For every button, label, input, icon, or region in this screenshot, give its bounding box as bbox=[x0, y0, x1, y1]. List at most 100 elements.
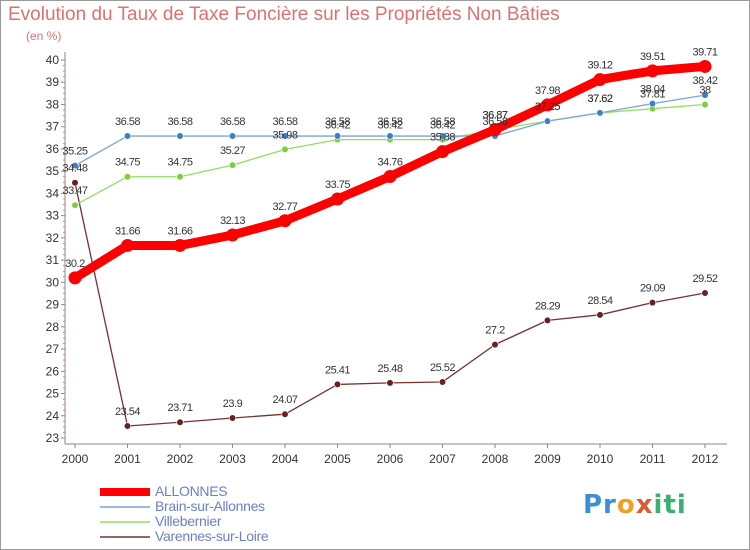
data-point-0 bbox=[121, 238, 134, 252]
data-label-1: 36.58 bbox=[272, 116, 297, 128]
data-label-0: 32.13 bbox=[220, 215, 245, 227]
data-point-3 bbox=[438, 378, 447, 386]
x-tick-label: 2002 bbox=[167, 452, 194, 466]
data-label-3: 28.29 bbox=[535, 300, 560, 312]
data-point-0 bbox=[278, 214, 292, 228]
data-label-3: 34.48 bbox=[62, 163, 87, 175]
data-point-3 bbox=[543, 316, 552, 324]
data-point-2 bbox=[123, 173, 132, 181]
legend-label-varennes: Varennes-sur-Loire bbox=[155, 528, 269, 544]
data-point-1 bbox=[228, 132, 237, 140]
data-label-0: 35.88 bbox=[430, 132, 455, 144]
legend-item-villebernier: Villebernier bbox=[100, 513, 360, 529]
data-point-0 bbox=[488, 123, 502, 137]
data-point-0 bbox=[173, 238, 187, 252]
data-label-3: 27.2 bbox=[485, 325, 505, 337]
proxiti-logo: Proxiti bbox=[583, 490, 687, 520]
data-label-2: 36.42 bbox=[430, 120, 455, 132]
x-tick-label: 2012 bbox=[692, 452, 719, 466]
y-tick-label: 31 bbox=[46, 253, 60, 267]
data-point-1 bbox=[71, 162, 79, 170]
data-label-1: 38.42 bbox=[692, 75, 717, 87]
legend-swatch-allonnes bbox=[100, 488, 150, 496]
y-tick-label: 34 bbox=[46, 186, 60, 200]
data-label-0: 34.76 bbox=[377, 157, 402, 169]
data-point-2 bbox=[228, 161, 237, 169]
data-point-1 bbox=[123, 132, 132, 140]
logo-part-2: o bbox=[616, 490, 636, 520]
data-point-2 bbox=[176, 173, 184, 181]
data-point-1 bbox=[648, 99, 657, 108]
x-tick-label: 2006 bbox=[377, 452, 404, 466]
y-tick-label: 29 bbox=[46, 298, 60, 312]
data-label-1: 36.58 bbox=[220, 116, 245, 128]
data-label-3: 28.54 bbox=[587, 295, 612, 307]
data-point-0 bbox=[383, 170, 397, 184]
data-point-0 bbox=[436, 145, 449, 159]
data-point-3 bbox=[491, 341, 499, 349]
data-point-1 bbox=[281, 132, 289, 140]
data-point-3 bbox=[123, 422, 132, 430]
x-tick-label: 2003 bbox=[219, 452, 246, 466]
y-tick-label: 33 bbox=[46, 209, 60, 223]
data-label-0: 32.77 bbox=[272, 201, 297, 213]
data-label-3: 24.07 bbox=[272, 394, 297, 406]
data-label-1: 36.58 bbox=[115, 116, 140, 128]
x-tick-label: 2000 bbox=[62, 452, 89, 466]
data-point-2 bbox=[71, 201, 79, 209]
y-tick-label: 39 bbox=[46, 75, 60, 89]
legend-item-allonnes: ALLONNES bbox=[100, 483, 360, 499]
x-tick-label: 2010 bbox=[587, 452, 614, 466]
unit-label: (en %) bbox=[26, 29, 62, 43]
data-point-1 bbox=[596, 109, 604, 117]
y-tick-label: 36 bbox=[46, 142, 60, 156]
data-point-3 bbox=[386, 379, 394, 387]
data-point-0 bbox=[541, 98, 554, 112]
data-point-1 bbox=[543, 117, 552, 125]
data-label-2: 37.81 bbox=[640, 89, 665, 101]
y-tick-label: 32 bbox=[46, 231, 60, 245]
legend-swatch-villebernier bbox=[100, 521, 150, 523]
data-point-0 bbox=[331, 192, 344, 206]
data-point-0 bbox=[698, 59, 712, 73]
data-label-3: 29.09 bbox=[640, 283, 665, 295]
data-point-0 bbox=[646, 64, 659, 78]
data-label-3: 25.48 bbox=[377, 363, 402, 375]
data-label-1: 36.58 bbox=[377, 116, 402, 128]
data-label-2: 34.75 bbox=[115, 157, 140, 169]
legend-label-brain: Brain-sur-Allonnes bbox=[155, 498, 265, 514]
data-label-3: 23.71 bbox=[167, 402, 192, 414]
data-point-3 bbox=[701, 289, 709, 297]
data-label-3: 25.52 bbox=[430, 362, 455, 374]
data-label-1: 36.58 bbox=[167, 116, 192, 128]
y-tick-label: 24 bbox=[46, 409, 60, 423]
data-point-2 bbox=[281, 145, 289, 153]
logo-part-4: iti bbox=[653, 490, 687, 520]
data-point-0 bbox=[68, 271, 82, 285]
chart-title: Evolution du Taux de Taxe Foncière sur l… bbox=[8, 4, 560, 25]
data-point-1 bbox=[176, 132, 184, 140]
data-label-2: 33.47 bbox=[62, 185, 87, 197]
data-label-1: 36.58 bbox=[430, 116, 455, 128]
x-tick-label: 2011 bbox=[640, 452, 666, 466]
y-tick-label: 40 bbox=[46, 53, 60, 67]
data-point-3 bbox=[596, 311, 604, 319]
data-label-2: 36.42 bbox=[325, 120, 350, 132]
data-label-1: 36.58 bbox=[482, 116, 507, 128]
data-label-1: 36.58 bbox=[325, 116, 350, 128]
data-point-1 bbox=[438, 132, 447, 140]
x-tick-label: 2001 bbox=[114, 452, 141, 466]
data-label-0: 39.71 bbox=[692, 46, 717, 58]
data-point-3 bbox=[228, 414, 237, 422]
y-tick-label: 37 bbox=[46, 120, 60, 134]
x-tick-label: 2005 bbox=[324, 452, 351, 466]
data-point-2 bbox=[701, 100, 709, 109]
data-label-2: 36.42 bbox=[377, 120, 402, 132]
data-label-0: 39.12 bbox=[587, 60, 612, 72]
legend-label-villebernier: Villebernier bbox=[155, 513, 222, 529]
logo-part-3: x bbox=[635, 490, 654, 520]
data-point-0 bbox=[226, 228, 239, 242]
legend: ALLONNES Brain-sur-Allonnes Villebernier… bbox=[100, 483, 360, 544]
data-point-0 bbox=[593, 73, 607, 87]
